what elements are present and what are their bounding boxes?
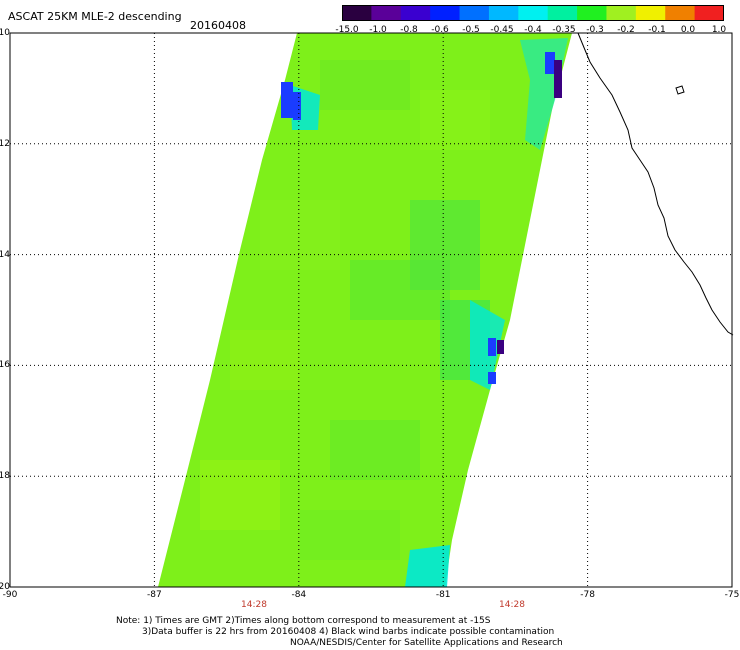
colorbar-swatch — [430, 5, 461, 21]
swath-patch — [200, 460, 280, 530]
colorbar-swatch — [635, 5, 666, 21]
colorbar-swatch — [371, 5, 402, 21]
latitude-label: -18 — [0, 471, 10, 482]
low-value-spot — [554, 60, 562, 98]
latitude-label: -10 — [0, 28, 10, 38]
time-label-east: 14:28 — [499, 600, 525, 610]
colorbar-border — [342, 5, 724, 21]
longitude-label: -81 — [435, 590, 451, 600]
colorbar-label: -0.2 — [617, 25, 635, 35]
note-line-2: 3)Data buffer is 22 hrs from 20160408 4)… — [142, 627, 555, 637]
colorbar-swatch — [606, 5, 637, 21]
low-value-spot — [545, 52, 555, 74]
note-line-3: NOAA/NESDIS/Center for Satellite Applica… — [290, 638, 563, 648]
colorbar-swatch — [577, 5, 607, 21]
colorbar-label: -0.6 — [431, 25, 449, 35]
low-value-spot — [488, 338, 496, 356]
swath-patch — [320, 60, 410, 110]
colorbar-label: -0.45 — [490, 25, 514, 35]
swath-patch — [300, 510, 400, 560]
colorbar-label: 0.0 — [680, 25, 696, 35]
swath-patch — [230, 330, 300, 390]
latitude-label: -12 — [0, 138, 10, 149]
swath-patch — [420, 90, 490, 150]
colorbar — [342, 5, 724, 21]
low-value-spot — [293, 92, 301, 120]
colorbar-swatch — [342, 5, 372, 21]
coastline — [577, 32, 734, 336]
low-value-spot — [281, 82, 293, 118]
time-label-west: 14:28 — [241, 600, 267, 610]
colorbar-label: -0.3 — [586, 25, 604, 35]
note-line-1: Note: 1) Times are GMT 2)Times along bot… — [116, 616, 491, 626]
product-date: 20160408 — [190, 19, 246, 32]
colorbar-label: -0.1 — [648, 25, 666, 35]
colorbar-swatch — [400, 5, 431, 21]
plot-frame — [9, 32, 733, 588]
colorbar-label: -0.5 — [462, 25, 480, 35]
colorbar-swatch — [665, 5, 696, 21]
longitude-label: -78 — [580, 590, 595, 600]
colorbar-label: -1.0 — [369, 25, 387, 35]
island — [675, 85, 685, 95]
low-value-spot — [497, 340, 504, 354]
colorbar-swatch — [518, 5, 549, 21]
swath-patch — [260, 200, 340, 270]
longitude-label: -84 — [291, 590, 307, 600]
swath-patch — [330, 420, 420, 480]
colorbar-label: -0.4 — [524, 25, 542, 35]
longitude-label: -90 — [2, 590, 18, 600]
low-value-spot — [488, 372, 496, 384]
swath-patch — [410, 200, 480, 290]
swath-edge-highlight — [470, 300, 505, 390]
colorbar-swatch — [694, 5, 724, 21]
longitude-label: -75 — [724, 590, 740, 600]
colorbar-swatch — [547, 5, 578, 21]
colorbar-swatch — [459, 5, 490, 21]
product-title: ASCAT 25KM MLE-2 descending — [8, 10, 182, 23]
colorbar-label: -15.0 — [335, 25, 359, 35]
colorbar-swatch — [488, 5, 519, 21]
latitude-label: -14 — [0, 249, 10, 260]
colorbar-label: -0.8 — [400, 25, 418, 35]
colorbar-label: -0.35 — [552, 25, 576, 35]
swath-edge-highlight — [405, 545, 450, 587]
latitude-label: -20 — [0, 582, 10, 592]
latitude-label: -16 — [0, 360, 10, 371]
longitude-label: -87 — [147, 590, 162, 600]
colorbar-label: 1.0 — [711, 25, 727, 35]
